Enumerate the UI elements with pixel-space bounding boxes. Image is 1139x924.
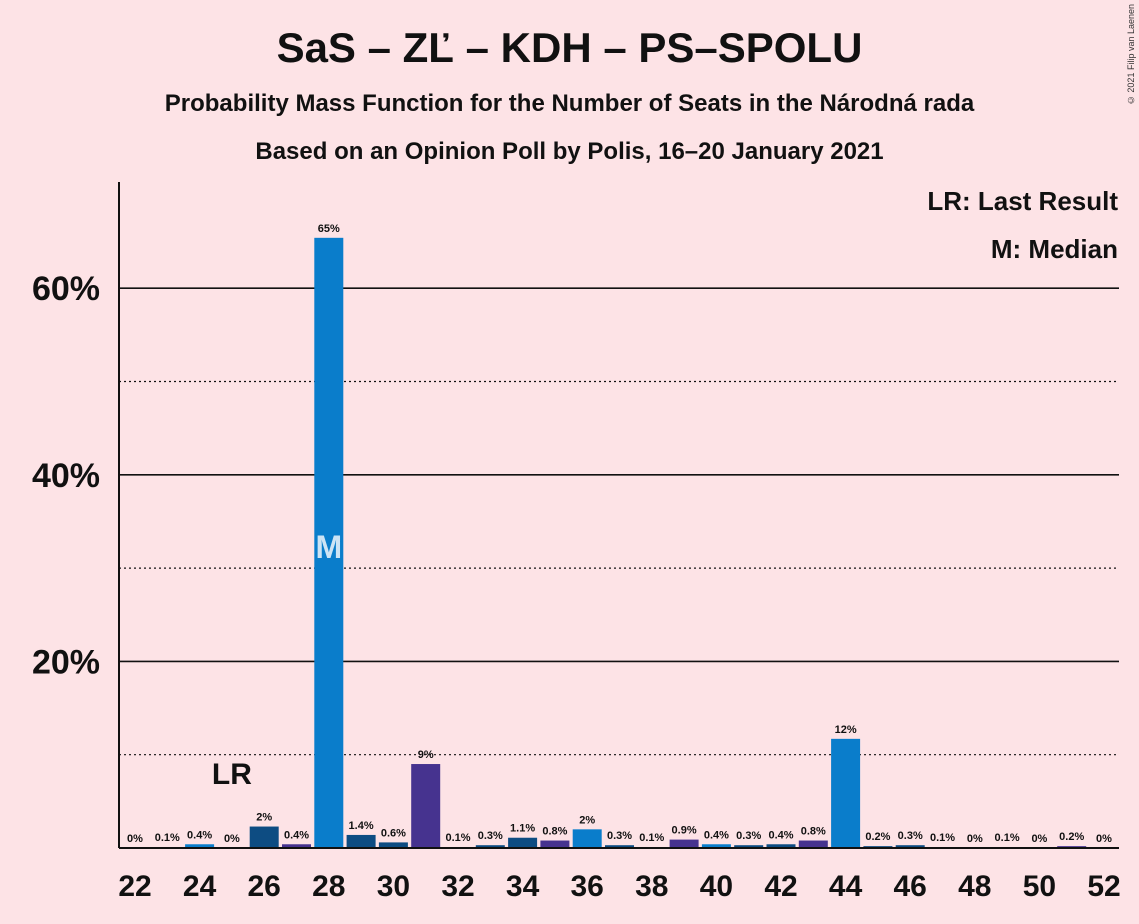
bars	[152, 237, 1087, 848]
bar-label-seat-29: 1.4%	[349, 820, 374, 832]
bar-label-seat-32: 0.1%	[445, 832, 470, 844]
x-tick-label: 52	[1087, 870, 1120, 903]
bar-label-seat-28: 65%	[318, 223, 340, 235]
bar-seat-28	[314, 237, 344, 848]
x-tick-label: 48	[958, 870, 991, 903]
x-tick-label: 46	[894, 870, 927, 903]
bar-seat-35	[540, 840, 570, 848]
bar-label-seat-46: 0.3%	[898, 830, 923, 842]
median-marker: M	[315, 529, 342, 565]
x-tick-label: 26	[248, 870, 281, 903]
bar-label-seat-34: 1.1%	[510, 823, 535, 835]
x-tick-label: 36	[571, 870, 604, 903]
chart-subtitle: Probability Mass Function for the Number…	[164, 90, 975, 117]
legend-last-result: LR: Last Result	[927, 186, 1118, 216]
bar-labels: 0% 0.1% 0.4% 0% 2% 0.4% 65% 1.4% 0.6% 9% 0.1% 0.3% 1…	[127, 223, 1112, 845]
bar-seat-30	[378, 842, 408, 848]
legend-median: M: Median	[991, 234, 1118, 264]
bar-label-seat-51: 0.2%	[1059, 831, 1084, 843]
bar-label-seat-35: 0.8%	[542, 826, 567, 838]
x-tick-label: 30	[377, 870, 410, 903]
bar-seat-37	[605, 845, 634, 848]
bar-label-seat-22: 0%	[127, 833, 143, 845]
bar-label-seat-38: 0.1%	[639, 832, 664, 844]
bar-seat-34	[508, 837, 538, 848]
bar-label-seat-31: 9%	[418, 749, 434, 761]
bar-label-seat-37: 0.3%	[607, 830, 632, 842]
bar-label-seat-27: 0.4%	[284, 829, 309, 841]
y-tick-label: 20%	[32, 643, 100, 681]
bar-seat-26	[249, 826, 279, 848]
bar-seat-36	[572, 829, 602, 848]
bar-seat-40	[701, 844, 731, 848]
chart-title: SaS – ZĽ – KDH – PS–SPOLU	[276, 24, 863, 71]
bar-label-seat-39: 0.9%	[672, 825, 697, 837]
bar-seat-42	[766, 844, 796, 848]
bar-label-seat-43: 0.8%	[801, 826, 826, 838]
x-tick-label: 28	[312, 870, 345, 903]
bar-label-seat-44: 12%	[835, 724, 857, 736]
bar-seat-44	[831, 738, 861, 848]
chart-source-subtitle: Based on an Opinion Poll by Polis, 16–20…	[255, 138, 884, 165]
bar-seat-46	[895, 845, 925, 848]
bar-label-seat-23: 0.1%	[155, 832, 180, 844]
bar-seat-29	[346, 834, 376, 848]
y-tick-label: 60%	[32, 270, 100, 308]
bar-label-seat-42: 0.4%	[768, 829, 793, 841]
last-result-marker: LR	[212, 758, 252, 791]
bar-label-seat-52: 0%	[1096, 833, 1112, 845]
bar-label-seat-40: 0.4%	[704, 829, 729, 841]
y-tick-label: 40%	[32, 457, 100, 495]
gridlines	[119, 287, 1119, 756]
y-tick-labels: 20% 40% 60%	[32, 270, 100, 681]
bar-label-seat-33: 0.3%	[478, 830, 503, 842]
x-tick-label: 24	[183, 870, 217, 903]
x-tick-label: 32	[441, 870, 474, 903]
x-tick-label: 42	[764, 870, 797, 903]
bar-label-seat-30: 0.6%	[381, 827, 406, 839]
bar-label-seat-48: 0%	[967, 833, 983, 845]
axes	[118, 182, 1119, 849]
bar-seat-33	[475, 845, 505, 848]
bar-label-seat-47: 0.1%	[930, 832, 955, 844]
bar-seat-24	[185, 844, 215, 848]
bar-label-seat-25: 0%	[224, 833, 240, 845]
bar-seat-39	[669, 839, 699, 848]
bar-label-seat-45: 0.2%	[865, 831, 890, 843]
x-tick-label: 50	[1023, 870, 1056, 903]
bar-label-seat-36: 2%	[579, 814, 595, 826]
bar-label-seat-50: 0%	[1031, 833, 1047, 845]
bar-label-seat-49: 0.1%	[995, 832, 1020, 844]
bar-seat-27	[282, 844, 311, 848]
bar-label-seat-24: 0.4%	[187, 829, 212, 841]
x-tick-label: 22	[118, 870, 151, 903]
x-tick-label: 38	[635, 870, 668, 903]
bar-seat-43	[798, 840, 828, 848]
x-tick-label: 40	[700, 870, 733, 903]
bar-seat-31	[411, 764, 441, 848]
x-tick-label: 44	[829, 870, 863, 903]
x-tick-labels: 22 24 26 28 30 32 34 36 38 40 42 44 46 48 50 52	[118, 870, 1120, 903]
bar-label-seat-26: 2%	[256, 812, 272, 824]
bar-label-seat-41: 0.3%	[736, 830, 761, 842]
bar-seat-41	[734, 845, 764, 848]
x-tick-label: 34	[506, 870, 540, 903]
